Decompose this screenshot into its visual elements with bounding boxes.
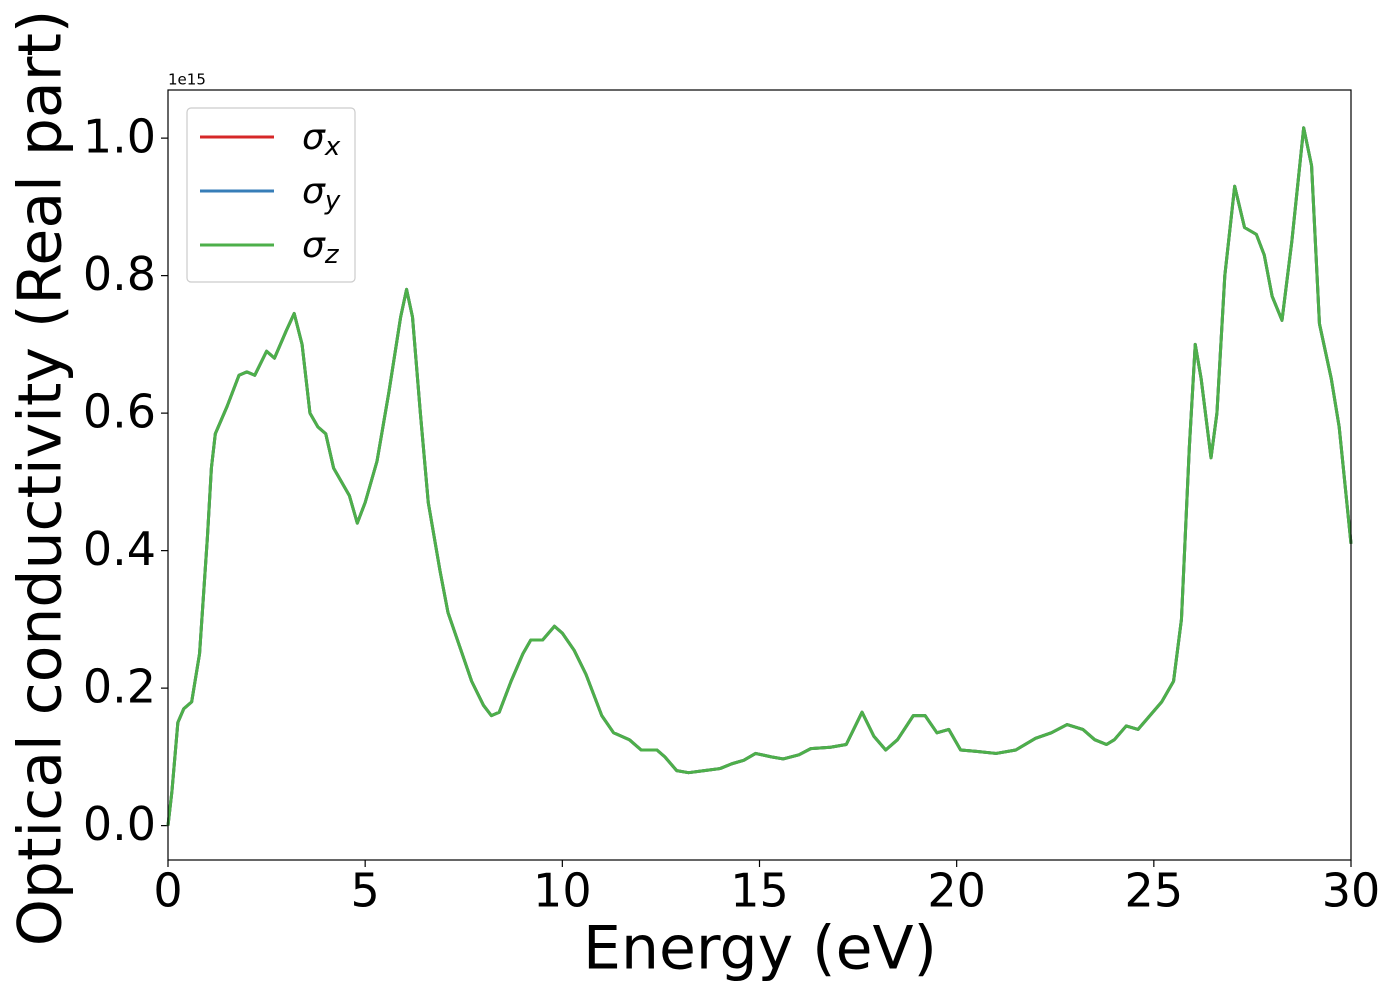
series-line: [166, 126, 1353, 826]
x-tick-label: 20: [927, 864, 986, 918]
y-tick-label: 0.6: [83, 385, 156, 439]
y-tick-label: 0.0: [83, 797, 156, 851]
x-tick-label: 10: [533, 864, 592, 918]
legend-label: σz: [302, 225, 340, 270]
x-tick-label: 5: [351, 864, 380, 918]
y-tick-label: 1.0: [83, 110, 156, 164]
y-tick-label: 0.8: [83, 247, 156, 301]
y-offset-label: 1e15: [168, 71, 206, 89]
y-axis-label: Optical conductivity (Real part): [6, 10, 76, 947]
x-tick-label: 25: [1125, 864, 1184, 918]
y-tick-label: 0.2: [83, 660, 156, 714]
x-axis-label: Energy (eV): [583, 914, 937, 984]
legend-box: [186, 107, 356, 283]
x-tick-label: 0: [153, 864, 182, 918]
y-tick-label: 0.4: [83, 522, 156, 576]
x-tick-label: 15: [730, 864, 789, 918]
legend-label: σy: [302, 171, 341, 216]
plot-frame: [167, 89, 1352, 861]
x-tick-label: 30: [1322, 864, 1381, 918]
legend-label: σx: [302, 117, 341, 162]
